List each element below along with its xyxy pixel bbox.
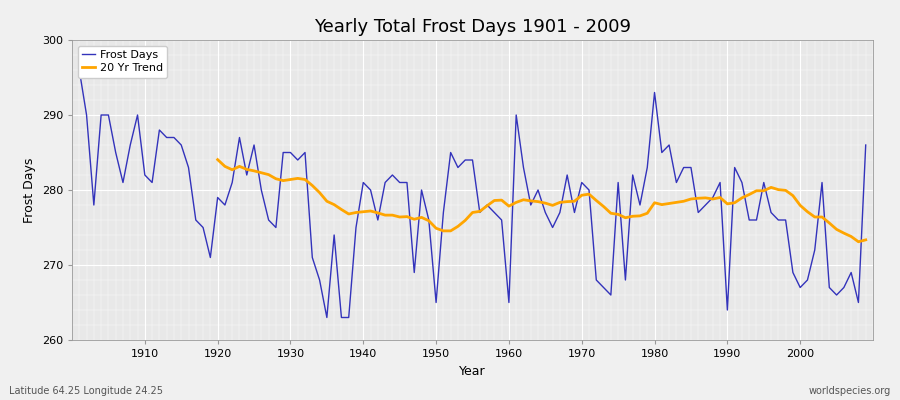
20 Yr Trend — [752, 188, 762, 193]
Text: Latitude 64.25 Longitude 24.25: Latitude 64.25 Longitude 24.25 — [9, 386, 163, 396]
Frost Days — [74, 68, 85, 72]
Text: worldspecies.org: worldspecies.org — [809, 386, 891, 396]
Frost Days — [598, 285, 609, 290]
Frost Days — [321, 315, 332, 320]
20 Yr Trend — [409, 217, 419, 222]
Frost Days — [511, 113, 522, 118]
Legend: Frost Days, 20 Yr Trend: Frost Days, 20 Yr Trend — [77, 46, 167, 78]
Title: Yearly Total Frost Days 1901 - 2009: Yearly Total Frost Days 1901 - 2009 — [314, 18, 631, 36]
20 Yr Trend — [212, 157, 223, 162]
20 Yr Trend — [663, 201, 674, 206]
20 Yr Trend — [766, 185, 777, 190]
20 Yr Trend — [860, 238, 871, 242]
20 Yr Trend — [853, 239, 864, 244]
Y-axis label: Frost Days: Frost Days — [23, 157, 36, 223]
Frost Days — [503, 300, 514, 305]
Frost Days — [343, 315, 354, 320]
20 Yr Trend — [832, 227, 842, 232]
20 Yr Trend — [300, 177, 310, 182]
Frost Days — [132, 113, 143, 118]
X-axis label: Year: Year — [459, 364, 486, 378]
Line: Frost Days: Frost Days — [79, 70, 866, 318]
Line: 20 Yr Trend: 20 Yr Trend — [218, 160, 866, 242]
Frost Days — [292, 158, 303, 162]
Frost Days — [860, 142, 871, 147]
